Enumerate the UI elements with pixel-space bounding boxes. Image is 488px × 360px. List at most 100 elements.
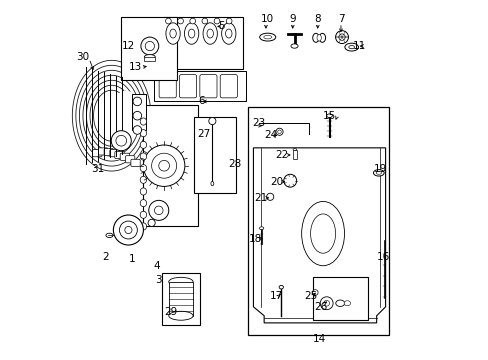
Text: 30: 30 [76,52,89,62]
Ellipse shape [221,23,235,44]
Circle shape [165,18,171,24]
Text: 17: 17 [269,291,283,301]
Circle shape [133,111,142,120]
Text: 12: 12 [122,41,135,51]
Text: 27: 27 [196,129,210,139]
Circle shape [335,31,348,44]
Circle shape [145,41,154,51]
Text: 11: 11 [352,41,365,51]
Ellipse shape [203,23,217,44]
Text: 28: 28 [228,159,241,169]
Text: 9: 9 [289,14,295,24]
Circle shape [226,18,231,24]
Text: 25: 25 [304,291,317,301]
Text: 13: 13 [129,63,142,72]
Ellipse shape [168,277,193,286]
Bar [162,273,200,325]
Text: 4: 4 [153,261,160,271]
Circle shape [266,193,273,201]
Bar [164,18,242,69]
FancyBboxPatch shape [131,159,140,166]
Circle shape [154,206,163,215]
Text: 6: 6 [198,96,205,107]
Text: 15: 15 [322,111,335,121]
Ellipse shape [319,33,325,42]
Ellipse shape [144,55,155,59]
Circle shape [177,18,183,24]
Text: 14: 14 [312,334,325,344]
FancyBboxPatch shape [125,156,135,163]
FancyBboxPatch shape [200,75,217,98]
Ellipse shape [140,153,146,160]
Circle shape [159,160,169,171]
Text: 2: 2 [102,252,108,262]
Text: 24: 24 [264,130,277,140]
Ellipse shape [140,199,146,207]
Bar [247,107,388,336]
Circle shape [323,300,329,306]
Circle shape [116,135,126,146]
Ellipse shape [140,130,146,137]
FancyBboxPatch shape [220,75,237,98]
Text: 18: 18 [248,234,261,244]
Circle shape [143,145,184,186]
Bar [168,282,193,316]
Ellipse shape [210,181,213,186]
Bar [154,71,245,102]
Circle shape [113,215,143,245]
Bar [194,117,235,193]
Circle shape [133,97,142,106]
Bar [292,150,296,158]
FancyBboxPatch shape [110,150,119,157]
Ellipse shape [140,176,146,183]
Ellipse shape [140,165,146,172]
Ellipse shape [335,300,344,306]
Text: 29: 29 [164,307,178,317]
Circle shape [277,130,281,134]
Ellipse shape [375,171,381,174]
Circle shape [208,117,216,125]
Circle shape [133,126,142,134]
Ellipse shape [140,211,146,219]
Ellipse shape [326,114,332,117]
Ellipse shape [290,44,298,48]
Ellipse shape [140,223,146,230]
Text: 5: 5 [218,21,224,31]
Text: 21: 21 [253,193,266,203]
Bar [144,57,155,62]
Text: 10: 10 [261,14,274,24]
Ellipse shape [344,43,358,51]
Ellipse shape [344,301,350,306]
Text: 8: 8 [314,14,321,24]
Ellipse shape [279,285,283,289]
FancyBboxPatch shape [179,75,196,98]
Circle shape [312,290,317,296]
Ellipse shape [263,35,271,39]
Ellipse shape [140,141,146,148]
Circle shape [189,18,195,24]
Circle shape [320,297,332,310]
Ellipse shape [301,202,344,266]
FancyBboxPatch shape [159,75,176,98]
Ellipse shape [110,91,142,141]
Ellipse shape [316,35,321,41]
Text: 3: 3 [155,275,162,285]
FancyBboxPatch shape [98,148,107,155]
Text: 16: 16 [376,252,389,262]
Ellipse shape [259,227,263,230]
Text: 7: 7 [337,14,344,24]
Circle shape [111,131,131,151]
Ellipse shape [292,149,296,151]
Ellipse shape [165,23,180,44]
Text: 26: 26 [314,302,327,312]
Circle shape [148,219,155,226]
FancyBboxPatch shape [93,150,102,157]
Text: 19: 19 [373,164,386,174]
Ellipse shape [106,233,113,238]
FancyBboxPatch shape [120,153,129,160]
Ellipse shape [225,29,231,38]
Text: 20: 20 [269,177,283,187]
Ellipse shape [169,29,176,38]
Text: 1: 1 [128,253,135,264]
Circle shape [275,128,283,135]
